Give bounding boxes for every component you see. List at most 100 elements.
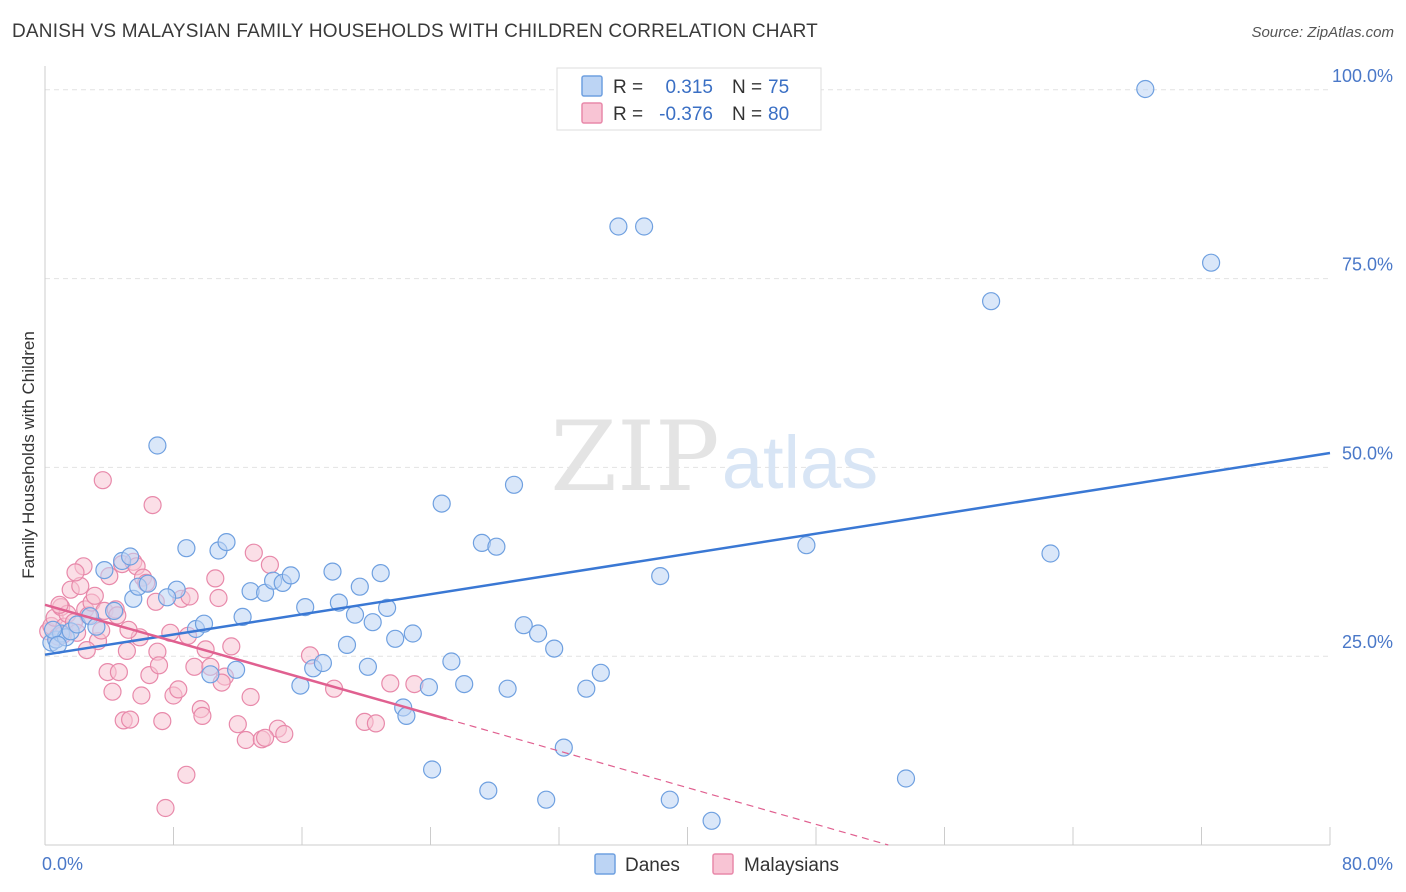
point-malaysians-27: [121, 710, 140, 729]
point-malaysians-57: [260, 555, 279, 574]
point-danes-69: [651, 566, 670, 586]
y-tick-labels: 25.0% 50.0% 75.0% 100.0%: [1332, 66, 1393, 652]
chart-title: DANISH VS MALAYSIAN FAMILY HOUSEHOLDS WI…: [12, 21, 818, 42]
point-danes-66: [591, 663, 610, 682]
trend-line-malaysians-extrapolated: [446, 718, 889, 846]
point-malaysians-63: [66, 563, 85, 582]
point-malaysians-41: [169, 680, 188, 699]
point-danes-19: [158, 588, 177, 607]
point-danes-64: [554, 738, 573, 757]
point-danes-62: [537, 790, 556, 809]
point-danes-5: [67, 615, 87, 634]
point-malaysians-38: [156, 798, 175, 818]
point-danes-59: [504, 475, 524, 494]
point-malaysians-72: [241, 687, 260, 707]
point-danes-51: [423, 760, 442, 779]
legend-n-label-danes: N =: [732, 77, 762, 98]
point-malaysians-49: [206, 569, 225, 588]
point-danes-57: [487, 537, 506, 556]
x-tick-label-0: 0.0%: [42, 854, 83, 874]
legend-r-label-malaysians: R =: [613, 104, 643, 125]
point-malaysians-54: [236, 730, 255, 750]
point-danes-61: [528, 624, 548, 643]
point-danes-10: [95, 560, 114, 580]
y-axis-label: Family Households with Children: [19, 331, 38, 579]
point-malaysians-43: [177, 765, 196, 784]
point-malaysians-78: [381, 674, 400, 693]
point-danes-72: [797, 536, 816, 555]
trend-line-malaysians: [44, 603, 447, 721]
point-danes-74: [981, 292, 1001, 311]
legend-r-value-danes: 0.315: [665, 77, 713, 98]
point-danes-44: [371, 563, 390, 583]
point-danes-73: [896, 769, 916, 788]
gridlines: [45, 89, 1330, 657]
point-danes-58: [498, 679, 517, 698]
point-danes-34: [296, 597, 315, 617]
point-danes-27: [233, 607, 252, 627]
point-danes-41: [350, 577, 369, 596]
y-tick-label-2: 75.0%: [1342, 255, 1393, 275]
legend-r-value-malaysians: -0.376: [659, 104, 713, 125]
y-tick-label-1: 50.0%: [1342, 443, 1393, 463]
point-malaysians-21: [103, 682, 122, 701]
y-tick-label-3: 100.0%: [1332, 66, 1393, 86]
point-danes-70: [660, 790, 679, 809]
bottom-legend-label-malaysians: Malaysians: [744, 855, 839, 876]
watermark: ZIP atlas: [550, 401, 878, 513]
x-tick-labels: 0.0% 80.0%: [42, 854, 1393, 874]
point-malaysians-67: [132, 686, 151, 705]
point-danes-46: [386, 629, 405, 648]
point-danes-25: [217, 532, 236, 552]
point-danes-77: [1201, 253, 1221, 272]
point-malaysians-60: [93, 471, 112, 490]
point-danes-49: [403, 624, 422, 643]
data-points: [39, 79, 1221, 830]
point-danes-17: [148, 436, 167, 455]
point-danes-36: [313, 653, 332, 673]
point-danes-63: [545, 639, 564, 658]
point-danes-43: [363, 613, 382, 632]
point-danes-75: [1041, 544, 1060, 563]
point-danes-56: [479, 781, 498, 800]
point-malaysians-34: [143, 496, 162, 515]
point-danes-71: [702, 811, 721, 830]
bottom-legend-swatch-danes: [594, 853, 616, 875]
legend-n-value-danes: 75: [768, 77, 789, 98]
bottom-legend-label-danes: Danes: [625, 855, 680, 876]
point-malaysians-53: [228, 715, 247, 734]
point-malaysians-55: [244, 543, 263, 562]
point-malaysians-26: [117, 641, 137, 661]
bottom-legend: Danes Malaysians: [594, 853, 839, 876]
watermark-atlas: atlas: [722, 421, 878, 504]
y-tick-label-0: 25.0%: [1342, 632, 1393, 652]
point-danes-32: [281, 566, 300, 585]
point-danes-53: [442, 652, 461, 671]
point-danes-65: [577, 679, 596, 698]
legend-r-label-danes: R =: [613, 77, 643, 98]
point-danes-54: [455, 674, 474, 694]
trend-lines: [44, 451, 1331, 846]
chart-source: Source: ZipAtlas.com: [1251, 24, 1394, 41]
legend-n-value-malaysians: 80: [768, 104, 789, 125]
legend-swatch-malaysians: [581, 102, 603, 124]
point-danes-20: [177, 539, 196, 558]
point-danes-50: [419, 678, 438, 697]
point-malaysians-15: [85, 586, 104, 605]
point-malaysians-77: [366, 714, 385, 733]
watermark-zip: ZIP: [550, 401, 719, 513]
point-malaysians-23: [109, 662, 129, 682]
point-malaysians-52: [222, 637, 241, 656]
point-danes-40: [345, 605, 365, 624]
legend: R = 0.315 N = 75 R = -0.376 N = 80: [556, 67, 822, 131]
x-tick-label-1: 80.0%: [1342, 854, 1393, 874]
point-malaysians-50: [209, 588, 228, 608]
point-danes-11: [104, 601, 124, 621]
point-danes-52: [432, 494, 451, 513]
point-danes-42: [358, 657, 377, 676]
point-danes-13: [121, 547, 140, 566]
legend-n-label-malaysians: N =: [732, 104, 762, 125]
bottom-legend-swatch-malaysians: [712, 853, 734, 875]
point-danes-6: [43, 620, 63, 639]
